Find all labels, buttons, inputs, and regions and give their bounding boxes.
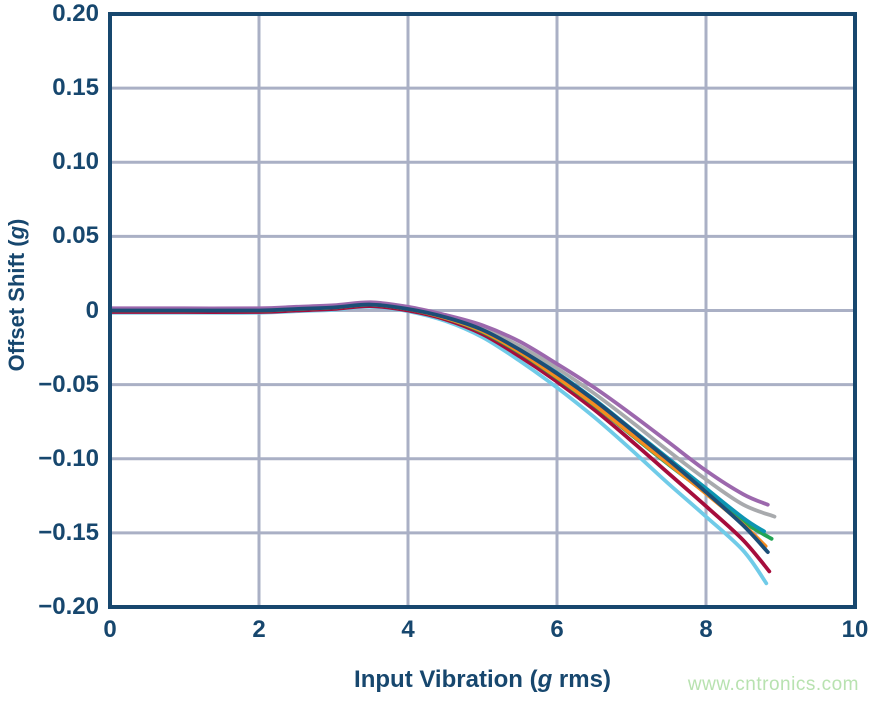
y-tick-label: 0.20 bbox=[52, 0, 99, 27]
y-axis-title-text: Offset Shift ( bbox=[4, 239, 29, 372]
series-line-orange bbox=[108, 302, 768, 549]
y-tick-label: −0.05 bbox=[38, 370, 99, 398]
x-axis-title-close: rms) bbox=[552, 666, 611, 693]
watermark: www.cntronics.com bbox=[687, 674, 859, 695]
series-line-sky-blue bbox=[108, 304, 769, 586]
x-tick-label: 10 bbox=[841, 616, 869, 643]
series-line-teal bbox=[108, 301, 766, 534]
x-tick-label: 8 bbox=[699, 616, 713, 643]
series-line-purple bbox=[108, 300, 770, 507]
series-line-green bbox=[108, 302, 774, 541]
y-tick-label: −0.20 bbox=[38, 593, 99, 620]
x-tick-label: 2 bbox=[252, 616, 266, 643]
x-axis-title-text: Input Vibration ( bbox=[354, 666, 538, 693]
x-axis-title-italic-g: g bbox=[537, 666, 553, 693]
y-axis-title: Offset Shift (g) bbox=[4, 219, 30, 372]
x-axis-title: Input Vibration (g rms) bbox=[110, 666, 855, 694]
plot-border bbox=[108, 12, 857, 609]
y-tick-label: −0.10 bbox=[38, 444, 99, 472]
y-tick-label: 0 bbox=[85, 296, 99, 324]
x-tick-label: 4 bbox=[401, 616, 415, 643]
series-line-navy bbox=[108, 302, 770, 554]
series-line-gray bbox=[108, 301, 777, 519]
y-tick-label: −0.15 bbox=[38, 518, 99, 546]
y-tick-label: 0.15 bbox=[52, 74, 99, 102]
y-axis-title-close: ) bbox=[4, 218, 29, 226]
y-tick-label: 0.10 bbox=[52, 148, 99, 176]
x-tick-label: 6 bbox=[550, 616, 564, 643]
y-axis-title-italic-g: g bbox=[4, 225, 29, 240]
y-tick-label: 0.05 bbox=[52, 222, 99, 250]
x-tick-label: 0 bbox=[103, 616, 117, 643]
